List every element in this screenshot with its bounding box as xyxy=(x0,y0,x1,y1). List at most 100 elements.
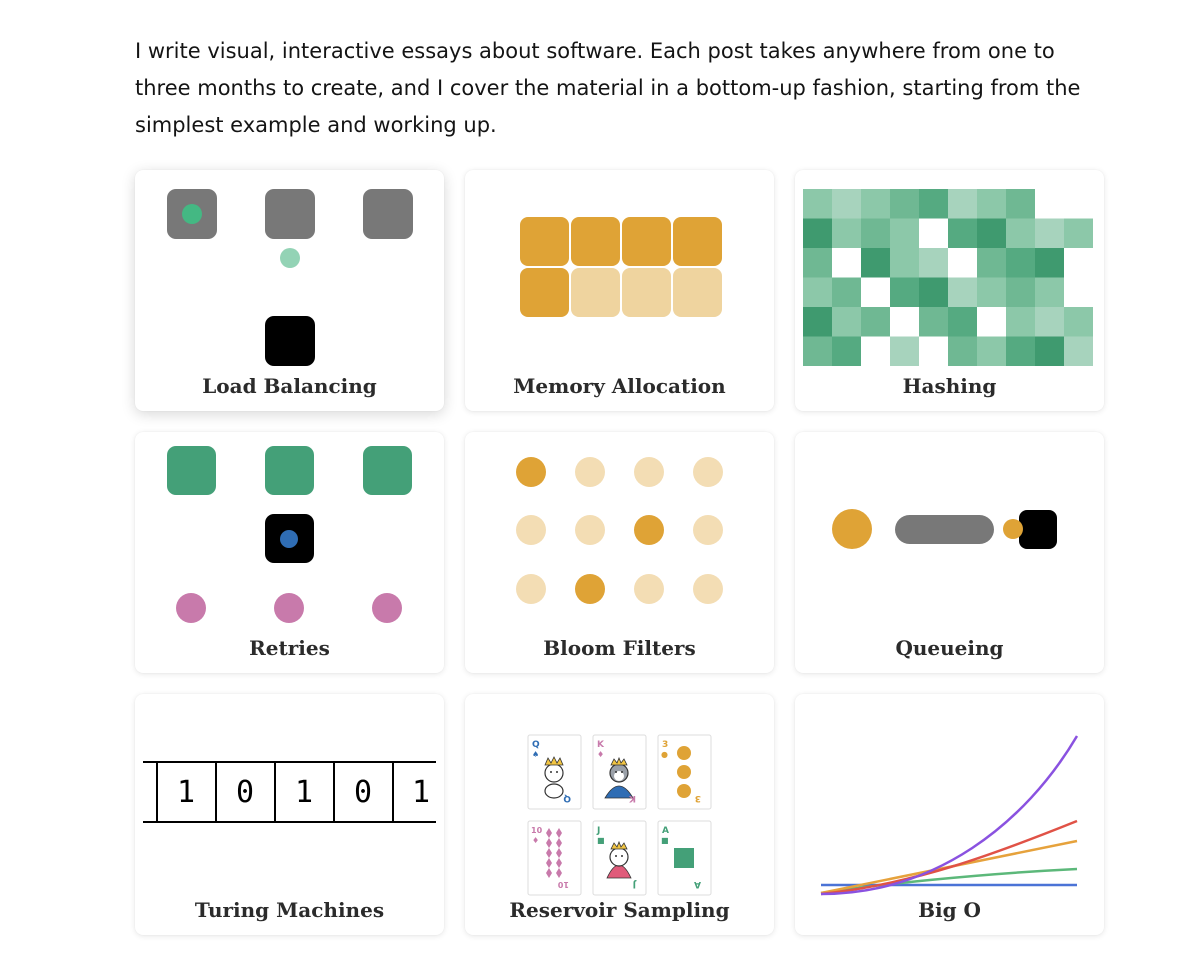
hash-cell xyxy=(861,248,890,278)
hash-cell xyxy=(832,189,861,219)
hash-cell xyxy=(890,336,919,366)
request-dot xyxy=(832,509,872,549)
post-card-big-o[interactable]: Big O xyxy=(795,694,1104,935)
hash-cell xyxy=(832,218,861,248)
dog-king-icon xyxy=(604,756,634,799)
hash-cell xyxy=(1006,189,1035,219)
bit-unset xyxy=(693,515,723,545)
request-dot xyxy=(1003,519,1023,539)
hash-cell xyxy=(861,307,890,337)
bit-unset xyxy=(693,457,723,487)
post-title: Retries xyxy=(249,636,330,660)
hash-cell xyxy=(803,277,832,307)
card-suit: ● xyxy=(661,750,668,759)
card-rank: A xyxy=(694,879,701,889)
hash-cell xyxy=(1006,248,1035,278)
post-card-hashing[interactable]: Hashing xyxy=(795,170,1104,411)
memory-block-free xyxy=(673,268,722,317)
post-card-load-balancing[interactable]: Load Balancing xyxy=(135,170,444,411)
request-dot xyxy=(280,530,298,548)
post-card-turing-machines[interactable]: 1 0 1 0 1 Turing Machines xyxy=(135,694,444,935)
bit-unset xyxy=(575,515,605,545)
hash-cell xyxy=(1006,218,1035,248)
card-suit: ♦ xyxy=(597,750,604,759)
tape-symbol: 1 xyxy=(412,775,430,810)
memory-block xyxy=(520,217,569,266)
hash-cell xyxy=(948,218,977,248)
big-o-illustration xyxy=(820,735,1079,896)
tape-symbol: 1 xyxy=(177,775,195,810)
memory-block xyxy=(622,217,671,266)
bit-unset xyxy=(516,574,546,604)
card-suit: ♦ xyxy=(532,836,539,845)
hash-cell xyxy=(1064,307,1093,337)
post-card-reservoir-sampling[interactable]: Q ♠ Q K ♦ K 3 ● xyxy=(465,694,774,935)
hash-cell xyxy=(948,336,977,366)
hash-cell xyxy=(1064,336,1093,366)
card-suit: ■ xyxy=(597,836,605,845)
hash-cell xyxy=(919,307,948,337)
hash-cell xyxy=(832,307,861,337)
server-box xyxy=(1019,510,1057,549)
hash-cell xyxy=(832,277,861,307)
post-card-retries[interactable]: Retries xyxy=(135,432,444,673)
nlogn-curve xyxy=(820,819,1078,896)
card-rank: K xyxy=(597,740,605,750)
card-rank: 10 xyxy=(557,880,569,889)
hash-cell xyxy=(977,218,1006,248)
hash-cell xyxy=(977,248,1006,278)
load-balancer-box xyxy=(265,316,315,366)
post-card-memory-allocation[interactable]: Memory Allocation xyxy=(465,170,774,411)
post-card-bloom-filters[interactable]: Bloom Filters xyxy=(465,432,774,673)
memory-block xyxy=(673,217,722,266)
bloom-filters-illustration xyxy=(516,457,723,604)
hash-cell xyxy=(977,336,1006,366)
bit-unset xyxy=(516,515,546,545)
post-card-queueing[interactable]: Queueing xyxy=(795,432,1104,673)
hash-cell xyxy=(1064,218,1093,248)
server-box xyxy=(363,446,412,495)
hash-cell xyxy=(803,336,832,366)
client-dot xyxy=(372,593,402,623)
pip xyxy=(674,848,694,868)
hash-cell xyxy=(977,189,1006,219)
post-title: Bloom Filters xyxy=(543,636,696,660)
bit-set xyxy=(516,457,546,487)
memory-block xyxy=(520,268,569,317)
hash-cell xyxy=(1035,307,1064,337)
queueing-illustration xyxy=(832,509,1057,549)
memory-allocation-illustration xyxy=(520,217,722,317)
hash-cell xyxy=(1006,277,1035,307)
queue-bar xyxy=(895,515,994,544)
hash-cell xyxy=(803,248,832,278)
card-rank: 10 xyxy=(531,826,543,835)
card-suit: ■ xyxy=(661,836,669,845)
hash-cell xyxy=(919,248,948,278)
hash-cell xyxy=(1035,277,1064,307)
memory-block xyxy=(571,217,620,266)
post-title: Memory Allocation xyxy=(513,374,726,398)
quadratic-curve xyxy=(820,735,1079,896)
posts-grid: Load Balancing Memory Allocation Hashing xyxy=(135,170,1104,935)
intro-paragraph: I write visual, interactive essays about… xyxy=(135,39,1081,137)
memory-block-free xyxy=(571,268,620,317)
hashing-illustration xyxy=(803,189,1093,366)
post-title: Reservoir Sampling xyxy=(509,898,730,922)
card-rank: 3 xyxy=(662,740,668,750)
retries-illustration xyxy=(167,446,412,623)
bit-unset xyxy=(634,574,664,604)
hash-cell xyxy=(803,307,832,337)
hash-cell xyxy=(803,189,832,219)
hash-cell xyxy=(890,189,919,219)
hash-cell xyxy=(803,218,832,248)
request-dot xyxy=(280,248,300,268)
tape-symbol: 0 xyxy=(354,775,372,810)
pip xyxy=(677,784,691,798)
card-rank: Q xyxy=(532,740,540,750)
post-title: Turing Machines xyxy=(194,898,385,922)
post-title: Load Balancing xyxy=(202,374,377,398)
bit-unset xyxy=(575,457,605,487)
server-box xyxy=(265,446,314,495)
hash-cell xyxy=(1006,336,1035,366)
hash-cell xyxy=(948,189,977,219)
